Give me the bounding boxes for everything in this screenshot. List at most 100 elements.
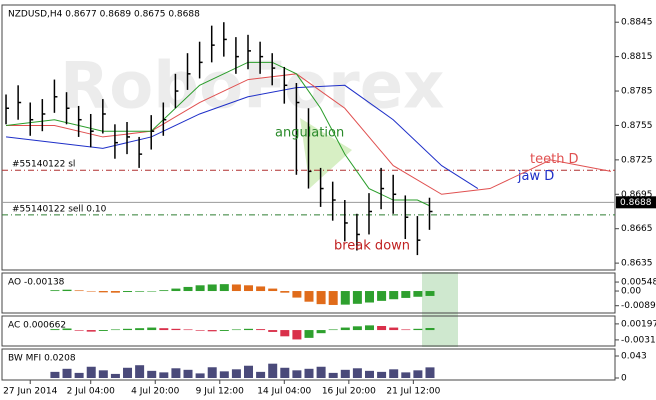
indicator-bar	[244, 365, 254, 379]
indicator-bar	[62, 368, 72, 379]
x-tick-label: 21 Jul 12:00	[386, 387, 440, 397]
indicator-bar	[98, 370, 108, 379]
indicator-bar	[256, 286, 266, 292]
indicator-bar	[74, 330, 84, 331]
indicator-bar	[135, 328, 145, 331]
indicator-bar	[219, 371, 229, 379]
indicator-bar	[195, 285, 205, 292]
panel-frame	[1, 348, 616, 381]
order-label: #55140122 sell 0.10	[12, 204, 107, 214]
y-tick-label: 0.8815	[621, 52, 653, 62]
indicator-bar	[425, 291, 435, 296]
y-tick-label: 0.043	[621, 352, 647, 362]
indicator-bar	[389, 327, 399, 331]
indicator-bar	[401, 291, 411, 298]
indicator-bar	[304, 330, 314, 338]
angulation-shape	[300, 118, 352, 188]
x-tick-label: 9 Jul 12:00	[196, 387, 245, 397]
indicator-bar	[292, 370, 302, 379]
indicator-bar	[195, 330, 205, 331]
indicator-bar	[110, 373, 120, 379]
indicator-bar	[231, 284, 241, 292]
indicator-bar	[377, 291, 387, 301]
line-label: jaw D	[517, 169, 554, 184]
indicator-bar	[328, 372, 338, 379]
indicator-bar	[62, 328, 72, 331]
panel-title: BW MFI 0.0208	[8, 354, 76, 364]
indicator-bar	[364, 291, 374, 303]
indicator-bar	[159, 328, 169, 331]
indicator-bar	[171, 328, 181, 331]
y-tick-label: 0	[621, 374, 627, 384]
indicator-bar	[352, 368, 362, 379]
indicator-bar	[86, 366, 96, 379]
alligator-line	[5, 84, 479, 189]
last-price-label: 0.8688	[620, 198, 652, 208]
indicator-bar	[377, 326, 387, 331]
indicator-bar	[159, 372, 169, 379]
indicator-bar	[316, 291, 326, 305]
indicator-bar	[364, 370, 374, 379]
indicator-bar	[292, 330, 302, 340]
x-tick-label: 27 Jun 2014	[3, 387, 57, 397]
indicator-bar	[425, 328, 435, 331]
y-tick-label: 0.8725	[621, 155, 653, 165]
y-tick-label: 0.8695	[621, 190, 653, 200]
indicator-bar	[316, 366, 326, 379]
indicator-bar	[280, 330, 290, 337]
indicator-bar	[425, 367, 435, 379]
indicator-bar	[171, 288, 181, 292]
indicator-bar	[292, 291, 302, 298]
indicator-bar	[340, 291, 350, 305]
indicator-bar	[110, 291, 120, 293]
y-tick-label: -0.00895	[621, 301, 656, 311]
x-tick-label: 16 Jul 20:00	[322, 387, 376, 397]
indicator-bar	[74, 290, 84, 292]
order-label: #55140122 sl	[12, 160, 75, 170]
indicator-bar	[340, 369, 350, 379]
indicator-bar	[401, 329, 411, 331]
indicator-bar	[401, 372, 411, 379]
indicator-bar	[389, 291, 399, 300]
indicator-bar	[98, 330, 108, 331]
indicator-bar	[50, 329, 60, 331]
indicator-bar	[340, 327, 350, 331]
indicator-bar	[195, 373, 205, 379]
panel-frame	[1, 272, 616, 314]
indicator-bar	[256, 371, 266, 379]
indicator-bar	[147, 291, 157, 292]
indicator-bar	[159, 290, 169, 292]
indicator-bar	[413, 328, 423, 331]
y-tick-label: 0.00548	[621, 278, 656, 288]
indicator-bar	[110, 329, 120, 331]
indicator-bar	[98, 291, 108, 293]
indicator-bar	[413, 291, 423, 297]
indicator-bar	[304, 291, 314, 302]
indicator-bar	[256, 329, 266, 331]
indicator-bar	[183, 369, 193, 379]
y-tick-label: 0.00	[621, 287, 641, 297]
y-tick-label: 0.001974	[621, 319, 656, 329]
indicator-bar	[244, 328, 254, 331]
panel-title: AC 0.000662	[8, 321, 66, 331]
indicator-bar	[207, 367, 217, 379]
indicator-bar	[231, 329, 241, 331]
indicator-bar	[207, 284, 217, 292]
y-tick-label: 0.8665	[621, 224, 653, 234]
indicator-bar	[50, 371, 60, 379]
indicator-bar	[135, 365, 145, 379]
indicator-bar	[280, 367, 290, 379]
indicator-bar	[328, 329, 338, 331]
indicator-bar	[304, 368, 314, 379]
indicator-bar	[86, 291, 96, 292]
indicator-bar	[280, 291, 290, 293]
indicator-bar	[86, 330, 96, 332]
indicator-bar	[364, 325, 374, 331]
watermark: RoboForex	[60, 50, 444, 124]
indicator-bar	[123, 328, 133, 331]
indicator-bar	[244, 285, 254, 292]
indicator-bar	[183, 286, 193, 292]
last-price-box	[616, 196, 656, 209]
indicator-bar	[219, 330, 229, 331]
